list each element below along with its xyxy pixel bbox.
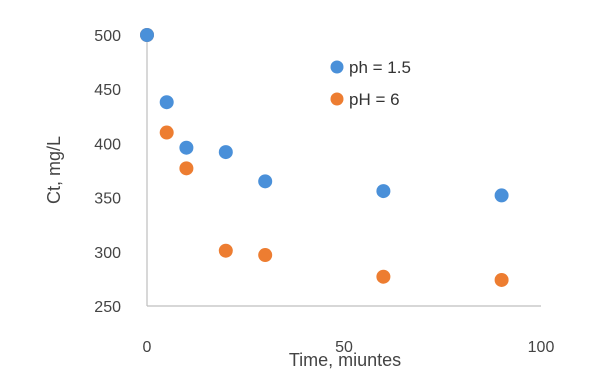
- data-point: [159, 125, 174, 140]
- data-point: [494, 272, 509, 287]
- legend: ph = 1.5 pH = 6: [330, 58, 411, 109]
- data-point: [218, 243, 233, 258]
- y-tick-label: 250: [94, 299, 121, 316]
- data-point: [218, 145, 233, 160]
- legend-label: ph = 1.5: [349, 58, 411, 77]
- tick-labels: 250 300 350 400 450 500 0 50 100: [94, 28, 554, 356]
- data-point: [376, 184, 391, 199]
- y-axis-title: Ct, mg/L: [44, 136, 64, 204]
- legend-marker: [330, 92, 344, 106]
- x-tick-label: 100: [528, 339, 555, 356]
- data-point: [159, 95, 174, 110]
- y-tick-label: 400: [94, 136, 121, 153]
- data-point: [376, 269, 391, 284]
- data-point: [494, 188, 509, 203]
- data-point: [258, 174, 273, 189]
- x-tick-label: 50: [335, 339, 353, 356]
- y-tick-label: 300: [94, 245, 121, 262]
- x-tick-label: 0: [143, 339, 152, 356]
- y-tick-label: 500: [94, 28, 121, 45]
- data-points: [140, 28, 509, 287]
- legend-label: pH = 6: [349, 90, 400, 109]
- axes: [146, 30, 541, 307]
- data-point: [179, 140, 194, 155]
- legend-marker: [330, 60, 344, 74]
- y-tick-label: 350: [94, 191, 121, 208]
- data-point: [258, 248, 273, 263]
- data-point: [179, 161, 194, 176]
- y-tick-label: 450: [94, 82, 121, 99]
- data-point: [140, 28, 154, 42]
- x-axis-title: Time, miuntes: [289, 350, 401, 370]
